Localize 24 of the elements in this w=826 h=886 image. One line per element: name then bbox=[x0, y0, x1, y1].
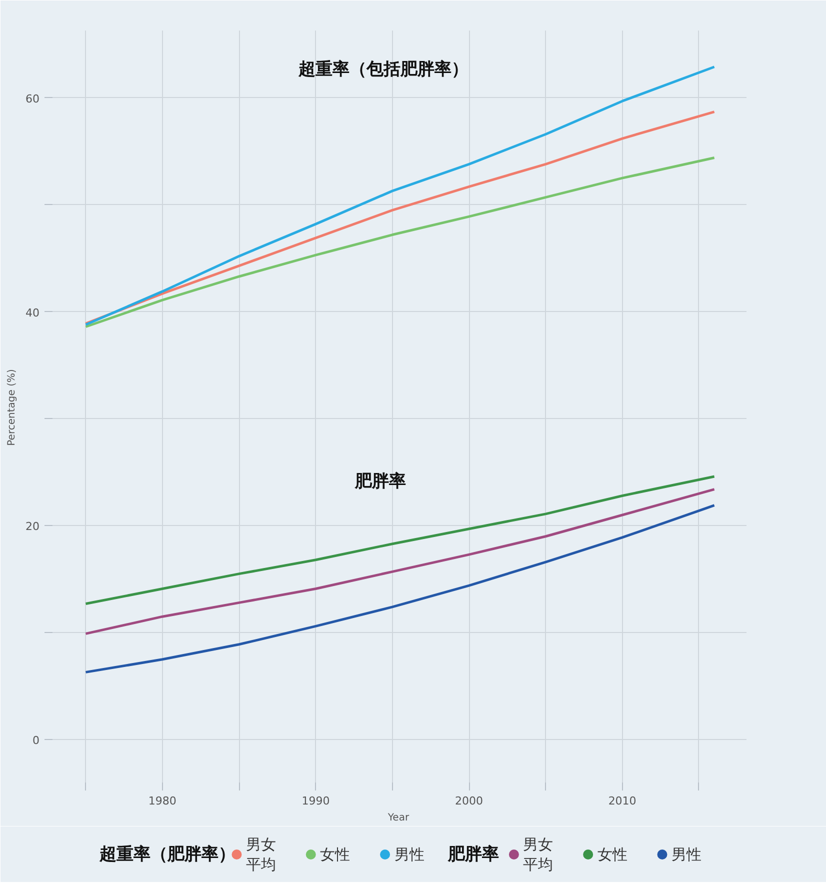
line-series bbox=[84, 504, 716, 674]
legend-label: 男性 bbox=[394, 846, 424, 864]
legend-label: 男性 bbox=[672, 846, 702, 864]
text: 肥胖率 bbox=[447, 844, 500, 864]
y-axis-title: Percentage (%) bbox=[6, 369, 18, 446]
legend-label: 男女平均 bbox=[246, 836, 276, 874]
legend-label: 女性 bbox=[597, 846, 628, 864]
line-series bbox=[84, 488, 716, 635]
annotation: 超重率（包括肥胖率） bbox=[298, 60, 468, 80]
y-tick-label: 40 bbox=[26, 306, 40, 320]
annotation: 肥胖率 bbox=[354, 472, 406, 492]
line-series bbox=[84, 156, 716, 328]
legend-label: 女性 bbox=[320, 846, 350, 864]
legend-title: 超重率（肥胖率） bbox=[98, 844, 236, 864]
line-series bbox=[84, 110, 716, 325]
y-tick-label: 0 bbox=[32, 734, 40, 748]
y-tick-label: 60 bbox=[26, 92, 40, 106]
x-tick-label: 1990 bbox=[302, 794, 330, 808]
y-tick-label: 20 bbox=[26, 520, 40, 534]
legend-label: 男女平均 bbox=[523, 836, 554, 874]
x-tick-label: 2010 bbox=[608, 794, 636, 808]
x-tick-label: 1980 bbox=[148, 794, 176, 808]
x-tick-label: 2000 bbox=[455, 794, 484, 808]
x-axis-title: Year bbox=[386, 812, 410, 824]
